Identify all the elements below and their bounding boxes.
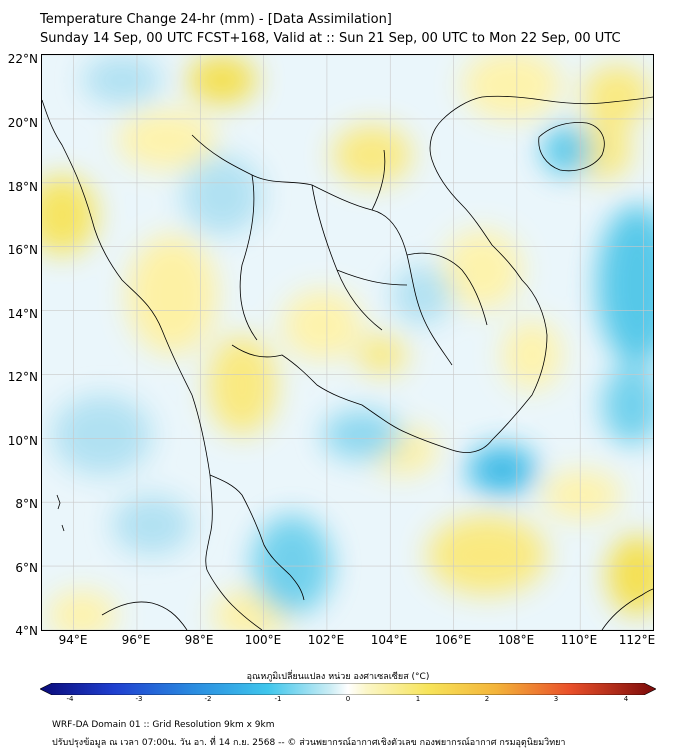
colorbar-tick: -3 [135,695,143,703]
lat-label-10: 10°N [7,434,38,448]
colorbar-title: อุณหภูมิเปลี่ยนแปลง หน่วย องศาเซลเซียส (… [246,672,430,682]
lat-label-20: 20°N [7,116,38,130]
colorbar-tick: -1 [274,695,282,703]
lon-label-104: 104°E [370,633,408,647]
lat-label-22: 22°N [7,52,38,66]
colorbar [39,680,657,696]
lon-label-100: 100°E [244,633,282,647]
lat-label-14: 14°N [7,307,38,321]
footer-model-info: WRF-DA Domain 01 :: Grid Resolution 9km … [52,720,275,730]
map-subtitle: Sunday 14 Sep, 00 UTC FCST+168, Valid at… [40,31,621,46]
temperature-map [42,55,653,630]
lat-label-16: 16°N [7,243,38,257]
graticule [42,55,653,630]
lon-label-102: 102°E [307,633,345,647]
lon-label-108: 108°E [497,633,535,647]
colorbar-tick: 4 [623,695,629,703]
colorbar-gradient [39,682,657,696]
lat-label-4: 4°N [15,624,38,638]
colorbar-tick: 1 [415,695,421,703]
coastlines-and-borders [42,95,653,630]
footer-credit: ปรับปรุงข้อมูล ณ เวลา 07:00น. วัน อา. ที… [52,738,566,748]
lat-label-8: 8°N [15,497,38,511]
lat-label-18: 18°N [7,180,38,194]
colorbar-tick: 2 [484,695,490,703]
lon-label-110: 110°E [560,633,598,647]
colorbar-tick: -2 [204,695,212,703]
map-panel[interactable] [41,54,654,631]
lon-label-106: 106°E [434,633,472,647]
lon-label-96: 96°E [121,633,151,647]
colorbar-tick: 3 [553,695,559,703]
map-title: Temperature Change 24-hr (mm) - [Data As… [40,12,392,27]
colorbar-tick: -4 [66,695,74,703]
lon-label-98: 98°E [184,633,214,647]
lat-label-12: 12°N [7,370,38,384]
lon-label-94: 94°E [58,633,88,647]
temperature-field [42,55,653,630]
lat-label-6: 6°N [15,561,38,575]
lon-label-112: 112°E [618,633,656,647]
colorbar-tick: 0 [345,695,351,703]
